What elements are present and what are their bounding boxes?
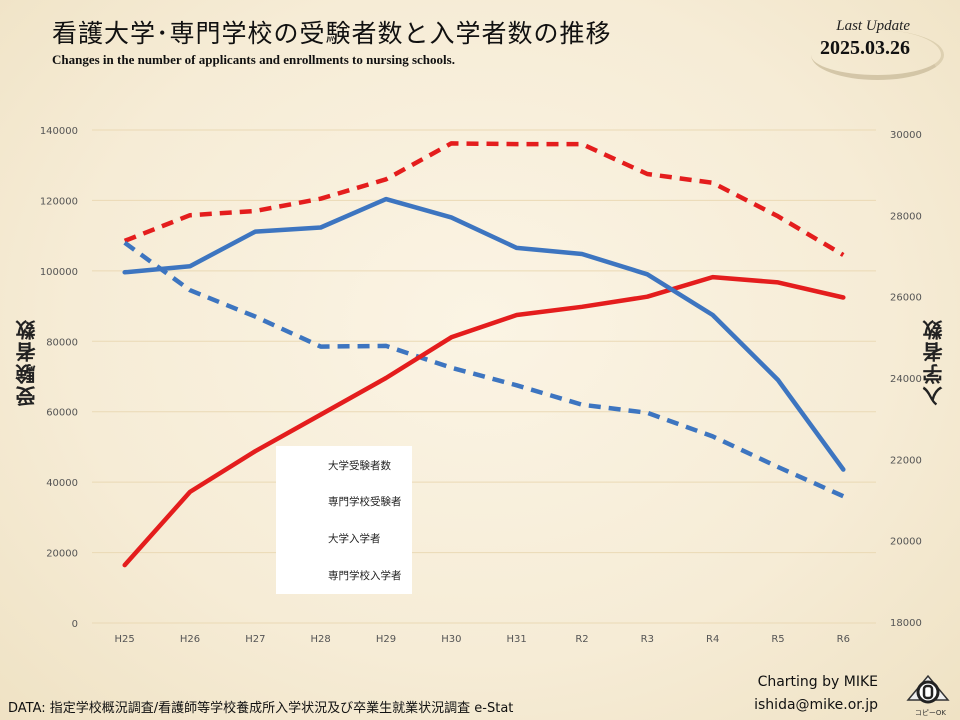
left-tick-label: 20000: [46, 549, 78, 560]
left-tick-label: 80000: [46, 337, 78, 348]
x-tick-label: R5: [771, 634, 784, 645]
x-axis-ticks: H25 H26 H27 H28 H29 H30 H31 R2 R3 R4 R5 R6: [115, 634, 850, 645]
chart-legend: 大学受験者数 専門学校受験者 大学入学者 専門学校入学者: [276, 446, 412, 594]
credit-email[interactable]: ishida@mike.or.jp: [754, 697, 878, 713]
page-title: 看護大学･専門学校の受験者数と入学者数の推移: [52, 19, 612, 48]
grid-lines: [92, 129, 876, 624]
legend-item: 大学入学者: [290, 528, 381, 548]
x-tick-label: H29: [376, 634, 396, 645]
legend-label: 大学入学者: [328, 532, 381, 545]
right-tick-label: 20000: [890, 537, 922, 548]
left-tick-label: 140000: [40, 126, 78, 137]
right-axis-ticks: 18000 20000 22000 24000 26000 28000 30000: [890, 130, 922, 629]
x-tick-label: H30: [441, 634, 461, 645]
x-tick-label: H31: [507, 634, 527, 645]
series-line-0: [123, 141, 845, 257]
update-swoosh-decoration: [811, 30, 944, 80]
legend-label: 専門学校受験者: [328, 495, 402, 508]
legend-label: 大学受験者数: [328, 459, 391, 472]
right-tick-label: 24000: [890, 374, 922, 385]
right-tick-label: 28000: [890, 211, 922, 222]
left-tick-label: 120000: [40, 196, 78, 207]
left-tick-label: 100000: [40, 267, 78, 278]
last-update-date: 2025.03.26: [820, 37, 910, 59]
left-axis-title: 受験者数: [15, 318, 39, 406]
left-tick-label: 60000: [46, 408, 78, 419]
legend-item: 専門学校受験者: [290, 491, 402, 511]
series-line-1: [123, 240, 845, 499]
x-tick-label: H28: [311, 634, 331, 645]
right-tick-label: 30000: [890, 130, 922, 141]
right-tick-label: 26000: [890, 293, 922, 304]
credit-author: Charting by MIKE: [757, 674, 878, 690]
legend-label: 専門学校入学者: [328, 569, 402, 582]
x-tick-label: R2: [575, 634, 588, 645]
left-axis-ticks: 0 20000 40000 60000 80000 100000 120000 140000: [40, 126, 78, 630]
right-axis-title: 入学者数: [922, 318, 946, 406]
series-lines: [122, 141, 846, 568]
series-line-3: [122, 196, 846, 472]
copy-ok-text: コピーOK: [914, 709, 946, 717]
page-subtitle: Changes in the number of applicants and …: [52, 52, 455, 67]
legend-item: 専門学校入学者: [290, 565, 402, 585]
series-line-2: [122, 274, 846, 568]
data-source-note: DATA: 指定学校概況調査/看護師等学校養成所入学状況及び卒業生就業状況調査 …: [8, 701, 514, 716]
legend-item: 大学受験者数: [290, 455, 391, 475]
x-tick-label: R6: [837, 634, 850, 645]
x-tick-label: H25: [115, 634, 135, 645]
copy-ok-logo-icon: [906, 674, 950, 704]
left-tick-label: 40000: [46, 478, 78, 489]
x-tick-label: H27: [245, 634, 265, 645]
right-tick-label: 18000: [890, 618, 922, 629]
x-tick-label: R4: [706, 634, 719, 645]
last-update-label: Last Update: [836, 18, 910, 34]
left-tick-label: 0: [72, 619, 78, 630]
right-tick-label: 22000: [890, 455, 922, 466]
x-tick-label: H26: [180, 634, 200, 645]
x-tick-label: R3: [641, 634, 654, 645]
